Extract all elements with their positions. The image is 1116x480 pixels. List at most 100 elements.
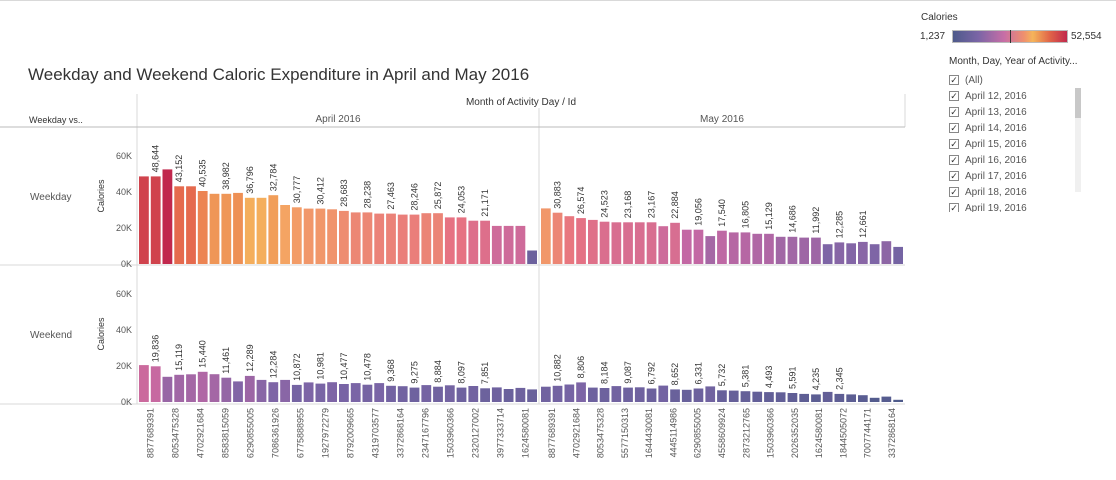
bar [811, 394, 821, 402]
data-label: 12,284 [268, 351, 278, 379]
month-label-may: May 2016 [700, 114, 744, 125]
checkbox-icon[interactable]: ✓ [949, 91, 959, 101]
data-label: 30,777 [292, 176, 302, 204]
data-label: 24,523 [600, 190, 610, 218]
x-tick-label: 2320127002 [471, 408, 481, 458]
bar [552, 212, 563, 264]
bar [552, 385, 563, 402]
bar [658, 226, 669, 264]
checkbox-icon[interactable]: ✓ [949, 75, 959, 85]
bar [670, 389, 680, 402]
data-label: 8,097 [457, 361, 467, 384]
filter-item-label: April 14, 2016 [965, 122, 1027, 134]
bar [658, 385, 669, 402]
bar [233, 192, 243, 264]
bar [775, 236, 786, 264]
date-filter-title: Month, Day, Year of Activity... [949, 56, 1078, 67]
bar [503, 225, 514, 264]
bar [634, 387, 645, 402]
filter-item-label: April 17, 2016 [965, 170, 1027, 182]
filter-scroll-thumb[interactable] [1075, 88, 1081, 118]
x-tick-label: 4558609924 [717, 408, 727, 458]
data-label: 2,345 [834, 367, 844, 390]
calories-gradient-marker [1010, 30, 1011, 43]
bar [174, 186, 185, 264]
bar [846, 394, 856, 402]
bar [386, 213, 396, 264]
x-tick-label: 8877689391 [146, 408, 156, 458]
filter-item-label: April 12, 2016 [965, 90, 1027, 102]
bar [409, 387, 420, 402]
x-tick-label: 2347167796 [421, 408, 431, 458]
bar [409, 214, 420, 264]
y-tick-label: 20K [116, 223, 132, 233]
bar [811, 237, 821, 264]
x-tick-label: 4702921684 [571, 408, 581, 458]
x-tick-label: 8053475328 [596, 408, 606, 458]
top-divider [0, 0, 1116, 1]
data-label: 8,184 [600, 361, 610, 384]
bar [315, 208, 326, 264]
data-label: 30,883 [553, 181, 563, 209]
bar [456, 217, 467, 264]
bar [491, 387, 502, 402]
checkbox-icon[interactable]: ✓ [949, 107, 959, 117]
bar [268, 195, 279, 264]
bar [693, 388, 704, 402]
x-tick-label: 2026352035 [790, 408, 800, 458]
bar [339, 210, 349, 264]
bar [752, 391, 763, 402]
data-label: 8,652 [670, 363, 680, 386]
checkbox-icon[interactable]: ✓ [949, 155, 959, 165]
data-label: 23,168 [623, 191, 633, 219]
data-label: 19,056 [694, 198, 704, 226]
checkbox-icon[interactable]: ✓ [949, 139, 959, 149]
data-label: 10,882 [553, 354, 563, 382]
filter-item-april-19[interactable]: ✓ April 19, 2016 [949, 200, 1069, 212]
bar [869, 244, 880, 264]
bar [527, 250, 537, 264]
filter-item-april-17[interactable]: ✓ April 17, 2016 [949, 168, 1069, 184]
bar [315, 383, 326, 402]
bar [362, 212, 373, 264]
x-tick-label: 4319703577 [371, 408, 381, 458]
x-tick-label: 8792009665 [346, 408, 356, 458]
data-label: 43,152 [174, 155, 184, 183]
data-label: 30,412 [315, 177, 325, 205]
checkbox-icon[interactable]: ✓ [949, 187, 959, 197]
filter-item-april-15[interactable]: ✓ April 15, 2016 [949, 136, 1069, 152]
bar [717, 390, 727, 402]
data-label: 8,884 [433, 360, 443, 383]
x-tick-label: 8877689391 [547, 408, 557, 458]
data-label: 6,331 [694, 362, 704, 385]
bar [740, 232, 751, 264]
filter-item-april-12[interactable]: ✓ April 12, 2016 [949, 88, 1069, 104]
data-label: 4,493 [764, 366, 774, 389]
bar [846, 243, 856, 264]
filter-item-april-14[interactable]: ✓ April 14, 2016 [949, 120, 1069, 136]
data-label: 25,872 [433, 182, 443, 210]
data-label: 7,851 [480, 362, 490, 385]
checkbox-icon[interactable]: ✓ [949, 203, 959, 212]
bar [822, 391, 833, 402]
filter-scrollbar[interactable] [1075, 88, 1081, 192]
checkbox-icon[interactable]: ✓ [949, 123, 959, 133]
y-tick-label: 40K [116, 325, 132, 335]
bar [764, 233, 774, 264]
filter-item-april-16[interactable]: ✓ April 16, 2016 [949, 152, 1069, 168]
row-label-weekday: Weekday [30, 192, 72, 203]
filter-item-april-13[interactable]: ✓ April 13, 2016 [949, 104, 1069, 120]
bar [303, 382, 314, 402]
calories-legend-title: Calories [921, 12, 958, 23]
bar [515, 225, 526, 264]
bar [541, 208, 551, 264]
filter-item-april-18[interactable]: ✓ April 18, 2016 [949, 184, 1069, 200]
bar [681, 389, 692, 402]
bar [386, 385, 396, 402]
checkbox-icon[interactable]: ✓ [949, 171, 959, 181]
bar [681, 229, 692, 264]
filter-item-all[interactable]: ✓ (All) [949, 72, 1069, 88]
filter-item-label: (All) [965, 74, 983, 86]
bar [564, 216, 575, 264]
x-tick-label: 8053475328 [171, 408, 181, 458]
